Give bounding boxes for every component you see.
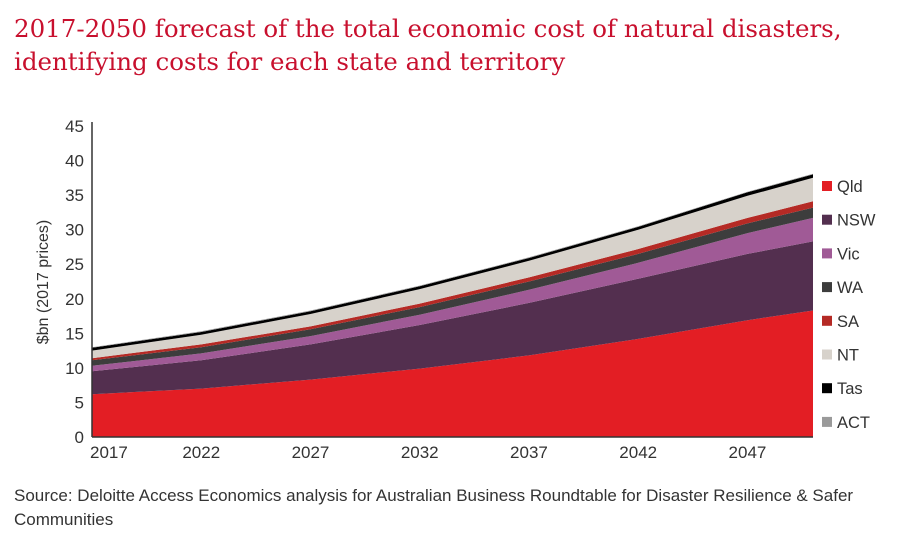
y-tick-label: 15 bbox=[65, 324, 84, 343]
legend-label: SA bbox=[837, 313, 859, 331]
legend-item-nt: NT bbox=[822, 347, 859, 365]
y-tick-label: 5 bbox=[75, 393, 84, 412]
legend-swatch bbox=[822, 315, 832, 326]
y-tick-label: 25 bbox=[65, 255, 84, 274]
y-tick-label: 0 bbox=[75, 428, 84, 447]
legend-item-tas: Tas bbox=[822, 380, 863, 398]
legend-item-wa: WA bbox=[822, 279, 863, 297]
y-tick-label: 20 bbox=[65, 290, 84, 309]
legend-item-qld: Qld bbox=[822, 178, 863, 196]
legend-label: NT bbox=[837, 347, 859, 365]
legend-swatch bbox=[822, 248, 832, 259]
y-tick-label: 35 bbox=[65, 186, 84, 205]
x-tick-label: 2032 bbox=[401, 443, 439, 462]
y-tick-label: 40 bbox=[65, 152, 84, 171]
area-nt bbox=[92, 177, 813, 359]
y-tick-label: 30 bbox=[65, 221, 84, 240]
chart-title-line-2: identifying costs for each state and ter… bbox=[14, 47, 566, 76]
chart-title: 2017-2050 forecast of the total economic… bbox=[14, 12, 904, 78]
legend-label: Vic bbox=[837, 245, 860, 263]
source-note: Source: Deloitte Access Economics analys… bbox=[14, 486, 854, 529]
y-tick-label: 45 bbox=[65, 117, 84, 136]
chart-title-line-1: 2017-2050 forecast of the total economic… bbox=[14, 14, 842, 43]
x-tick-label: 2017 bbox=[90, 443, 128, 462]
y-tick-labels: 0 5 10 15 20 25 30 35 40 45 bbox=[65, 117, 84, 447]
legend-label: NSW bbox=[837, 212, 876, 230]
legend-label: Tas bbox=[837, 380, 863, 398]
legend-label: WA bbox=[837, 279, 863, 297]
legend-swatch bbox=[822, 349, 832, 360]
area-qld bbox=[92, 310, 813, 437]
x-tick-label: 2027 bbox=[292, 443, 330, 462]
legend-swatch bbox=[822, 282, 832, 293]
y-axis-label: $bn (2017 prices) bbox=[35, 220, 52, 345]
legend: Qld NSW Vic WA SA NT Tas ACT bbox=[822, 178, 876, 432]
area-layers bbox=[92, 173, 813, 437]
area-nsw bbox=[92, 241, 813, 395]
legend-item-sa: SA bbox=[822, 313, 859, 331]
x-tick-label: 2022 bbox=[182, 443, 220, 462]
legend-swatch bbox=[822, 383, 832, 394]
legend-label: Qld bbox=[837, 178, 863, 196]
x-tick-labels: 2017 2022 2027 2032 2037 2042 2047 bbox=[90, 443, 766, 462]
legend-swatch bbox=[822, 214, 832, 225]
x-tick-label: 2037 bbox=[510, 443, 548, 462]
legend-swatch bbox=[822, 181, 832, 191]
axes bbox=[91, 122, 813, 438]
x-tick-label: 2042 bbox=[619, 443, 657, 462]
legend-item-nsw: NSW bbox=[822, 212, 876, 230]
legend-label: ACT bbox=[837, 414, 870, 432]
x-tick-label: 2047 bbox=[729, 443, 767, 462]
legend-swatch bbox=[822, 416, 832, 427]
legend-item-vic: Vic bbox=[822, 245, 860, 263]
legend-item-act: ACT bbox=[822, 414, 870, 432]
y-tick-label: 10 bbox=[65, 359, 84, 378]
